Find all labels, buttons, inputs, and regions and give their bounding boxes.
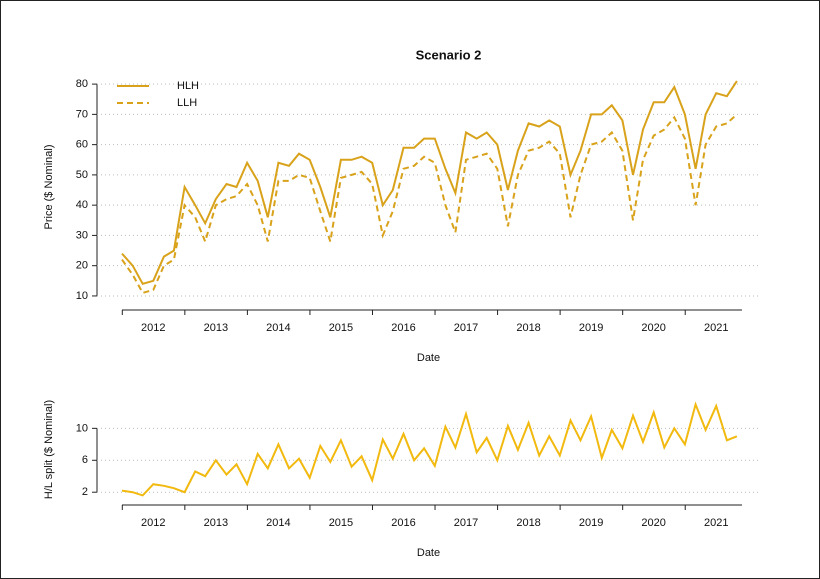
x-tick-label: 2014 [266, 322, 290, 334]
x-tick-label: 2016 [391, 322, 415, 334]
legend-label: LLH [177, 97, 197, 109]
x-tick-label: 2017 [454, 322, 478, 334]
x-tick-label: 2018 [516, 322, 540, 334]
x-tick-label: 2016 [391, 517, 415, 529]
y-tick-label: 10 [76, 422, 88, 434]
y-tick-label: 30 [76, 229, 88, 241]
legend-label: HLH [177, 80, 199, 92]
x-axis-title: Date [417, 547, 440, 559]
y-tick-label: 20 [76, 260, 88, 272]
x-tick-label: 2020 [641, 517, 665, 529]
x-tick-label: 2015 [329, 322, 353, 334]
y-tick-label: 60 [76, 139, 88, 151]
y-axis-title: H/L split ($ Nominal) [43, 400, 55, 499]
x-tick-label: 2021 [704, 517, 728, 529]
x-tick-label: 2013 [204, 517, 228, 529]
x-axis-title: Date [417, 352, 440, 364]
x-tick-label: 2013 [204, 322, 228, 334]
y-tick-label: 10 [76, 290, 88, 302]
x-tick-label: 2021 [704, 322, 728, 334]
series-line [121, 401, 738, 497]
x-tick-label: 2017 [454, 517, 478, 529]
x-tick-label: 2012 [141, 322, 165, 334]
series-line [121, 113, 738, 295]
series-line [121, 80, 738, 285]
x-tick-label: 2020 [641, 322, 665, 334]
y-tick-label: 40 [76, 199, 88, 211]
chart-title: Scenario 2 [416, 47, 482, 62]
y-tick-label: 6 [82, 454, 88, 466]
x-tick-label: 2015 [329, 517, 353, 529]
x-tick-label: 2019 [579, 517, 603, 529]
y-axis-title: Price ($ Nominal) [43, 145, 55, 230]
y-tick-label: 80 [76, 78, 88, 90]
y-tick-label: 2 [82, 486, 88, 498]
y-tick-label: 50 [76, 169, 88, 181]
x-tick-label: 2018 [516, 517, 540, 529]
y-tick-label: 70 [76, 108, 88, 120]
x-tick-label: 2014 [266, 517, 290, 529]
x-tick-label: 2019 [579, 322, 603, 334]
x-tick-label: 2012 [141, 517, 165, 529]
